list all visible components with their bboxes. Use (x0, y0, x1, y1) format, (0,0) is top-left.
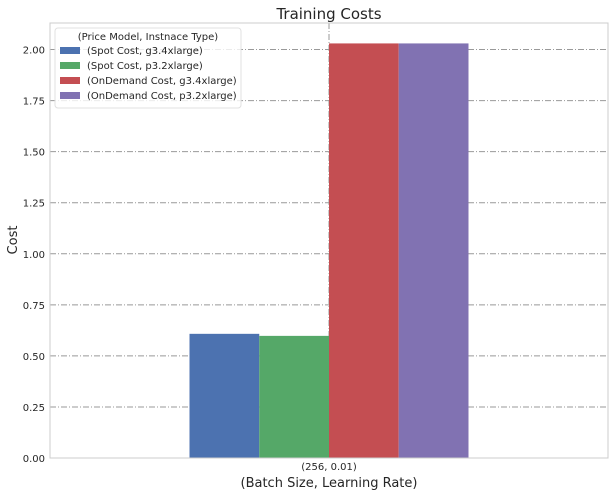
legend-swatch (60, 77, 80, 84)
legend-swatch (60, 92, 80, 99)
chart-title: Training Costs (275, 5, 381, 23)
legend-entry: (Spot Cost, g3.4xlarge) (87, 46, 203, 57)
plot-frame (49, 22, 609, 459)
bar (329, 43, 399, 458)
y-tick-label: 2.00 (23, 46, 45, 57)
legend-entry: (OnDemand Cost, g3.4xlarge) (87, 76, 237, 87)
legend-swatch (60, 47, 80, 54)
x-ticks: (256, 0.01) (301, 462, 357, 473)
bar (189, 333, 260, 458)
y-tick-label: 0.00 (23, 454, 45, 465)
legend-title: (Price Model, Instnace Type) (78, 32, 219, 43)
legend-entry: (Spot Cost, p3.2xlarge) (87, 61, 203, 72)
bars (189, 43, 469, 458)
y-tick-label: 1.50 (23, 148, 45, 159)
y-tick-label: 1.75 (23, 97, 45, 108)
x-tick-label: (256, 0.01) (301, 462, 357, 473)
bar (259, 335, 329, 458)
y-tick-label: 0.50 (23, 352, 45, 363)
y-axis-label: Cost (6, 226, 21, 255)
x-axis-label: (Batch Size, Learning Rate) (241, 476, 418, 491)
y-tick-label: 1.25 (23, 199, 45, 210)
y-tick-label: 0.75 (23, 301, 45, 312)
legend: (Price Model, Instnace Type) (Spot Cost,… (54, 27, 242, 109)
y-tick-label: 0.25 (23, 403, 45, 414)
legend-swatch (60, 62, 80, 69)
legend-entry: (OnDemand Cost, p3.2xlarge) (87, 91, 237, 102)
legend-box (54, 27, 242, 109)
bar (398, 43, 469, 458)
y-tick-label: 1.00 (23, 250, 45, 261)
y-ticks: 0.00 0.25 0.50 0.75 1.00 1.25 1.50 1.75 2.00 (23, 46, 45, 465)
